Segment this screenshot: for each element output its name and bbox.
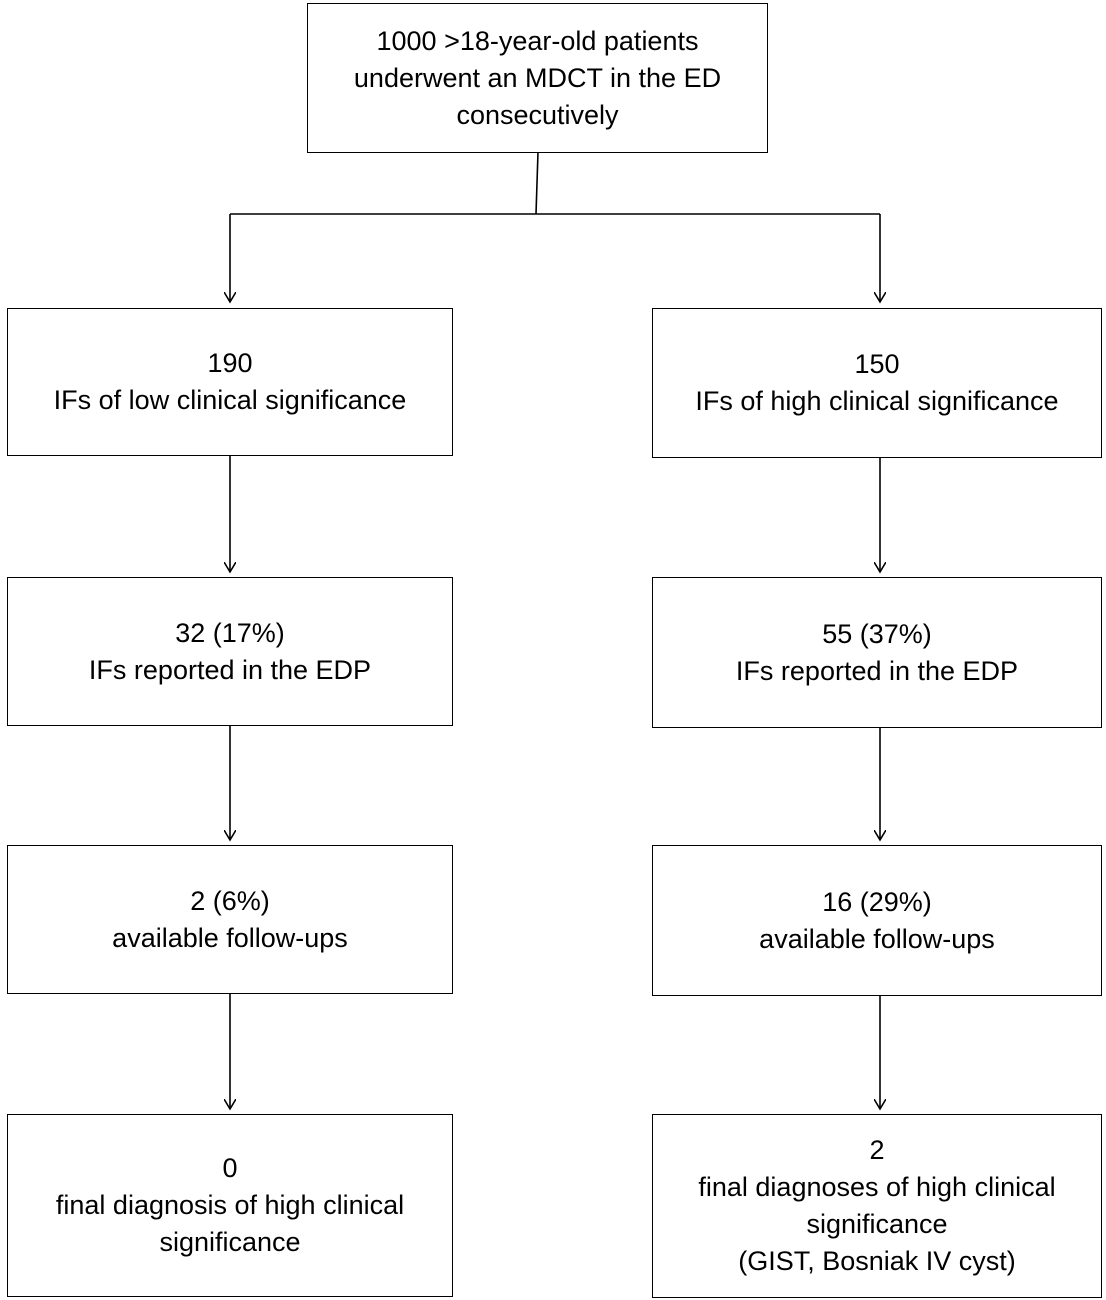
right-box-3-count: 16 (29%) — [822, 886, 932, 917]
root-line-2: underwent an MDCT in the ED — [353, 62, 722, 93]
right-box-4-label-3: (GIST, Bosniak IV cyst) — [738, 1246, 1016, 1276]
right-box-4-count: 2 — [869, 1135, 885, 1165]
right-box-2-label: IFs reported in the EDP — [735, 655, 1019, 686]
left-box-1-label: IFs of low clinical significance — [53, 385, 407, 415]
root-box: 1000 >18-year-old patients underwent an … — [307, 3, 768, 153]
right-box-2: 55 (37%) IFs reported in the EDP — [652, 577, 1102, 728]
right-box-2-count: 55 (37%) — [822, 618, 932, 649]
left-box-3-count: 2 (6%) — [190, 885, 270, 916]
right-box-3-label: available follow-ups — [759, 923, 995, 954]
left-box-2-count: 32 (17%) — [175, 617, 285, 648]
left-box-4-count: 0 — [222, 1153, 238, 1183]
right-box-1-label: IFs of high clinical significance — [695, 386, 1059, 416]
left-box-2-label: IFs reported in the EDP — [88, 654, 372, 685]
left-box-3-label: available follow-ups — [112, 922, 348, 953]
right-box-1-count: 150 — [854, 349, 900, 379]
root-stem-line — [535, 151, 539, 215]
right-box-4-label-2: significance — [806, 1209, 948, 1239]
left-box-4-label-1: final diagnosis of high clinical — [55, 1190, 405, 1220]
left-box-3: 2 (6%) available follow-ups — [7, 845, 453, 994]
root-line-3: consecutively — [456, 99, 619, 130]
left-box-4-label-2: significance — [159, 1227, 301, 1257]
root-line-1: 1000 >18-year-old patients — [376, 25, 699, 56]
left-box-1: 190 IFs of low clinical significance — [7, 308, 453, 456]
left-box-4: 0 final diagnosis of high clinical signi… — [7, 1114, 453, 1297]
right-box-4-label-1: final diagnoses of high clinical — [698, 1172, 1056, 1202]
right-box-3: 16 (29%) available follow-ups — [652, 845, 1102, 996]
left-box-1-count: 190 — [207, 348, 253, 378]
left-box-2: 32 (17%) IFs reported in the EDP — [7, 577, 453, 726]
right-box-1: 150 IFs of high clinical significance — [652, 308, 1102, 458]
right-box-4: 2 final diagnoses of high clinical signi… — [652, 1114, 1102, 1298]
